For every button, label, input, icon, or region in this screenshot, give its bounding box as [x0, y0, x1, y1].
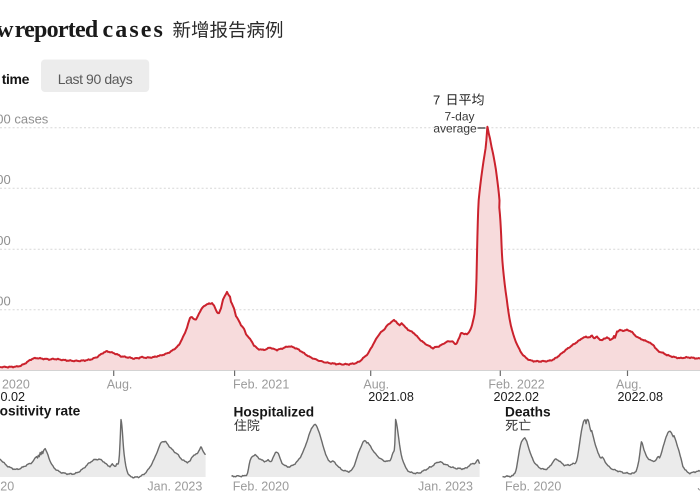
svg-text:Feb. 2020: Feb. 2020	[0, 480, 14, 494]
svg-text:reported: reported	[15, 17, 99, 43]
svg-text:2020.02: 2020.02	[0, 390, 25, 404]
svg-text:3,000: 3,000	[0, 172, 11, 187]
svg-text:cases: cases	[103, 17, 165, 43]
svg-text:Feb. 2020: Feb. 2020	[233, 480, 289, 494]
svg-text:2021.08: 2021.08	[368, 390, 414, 404]
svg-text:Aug.: Aug.	[616, 378, 642, 392]
svg-text:7: 7	[433, 92, 440, 107]
svg-text:7-day: 7-day	[444, 110, 474, 124]
svg-text:Feb. 2020: Feb. 2020	[0, 378, 30, 392]
svg-text:New: New	[0, 17, 14, 43]
svg-text:Jan. 2023: Jan. 2023	[147, 480, 202, 494]
svg-text:Feb. 2021: Feb. 2021	[233, 378, 289, 392]
svg-text:Aug.: Aug.	[363, 378, 389, 392]
svg-text:average: average	[433, 122, 477, 136]
svg-text:1,000: 1,000	[0, 294, 11, 309]
svg-text:2,000: 2,000	[0, 233, 11, 248]
svg-text:2022.02: 2022.02	[494, 390, 540, 404]
svg-text:Feb. 2022: Feb. 2022	[488, 378, 544, 392]
svg-text:Jan. 2023: Jan. 2023	[698, 480, 700, 494]
svg-text:Positivity rate: Positivity rate	[0, 404, 81, 419]
svg-text:Hospitalized: Hospitalized	[234, 405, 315, 420]
svg-text:Aug.: Aug.	[107, 378, 133, 392]
svg-text:Jan. 2023: Jan. 2023	[418, 480, 473, 494]
svg-text:Last 90 days: Last 90 days	[58, 71, 133, 87]
svg-text:4,000 cases: 4,000 cases	[0, 112, 49, 127]
svg-text:Feb. 2020: Feb. 2020	[505, 480, 561, 494]
svg-text:All time: All time	[0, 71, 30, 87]
svg-text:2022.08: 2022.08	[618, 390, 664, 404]
svg-text:Deaths: Deaths	[505, 405, 551, 420]
